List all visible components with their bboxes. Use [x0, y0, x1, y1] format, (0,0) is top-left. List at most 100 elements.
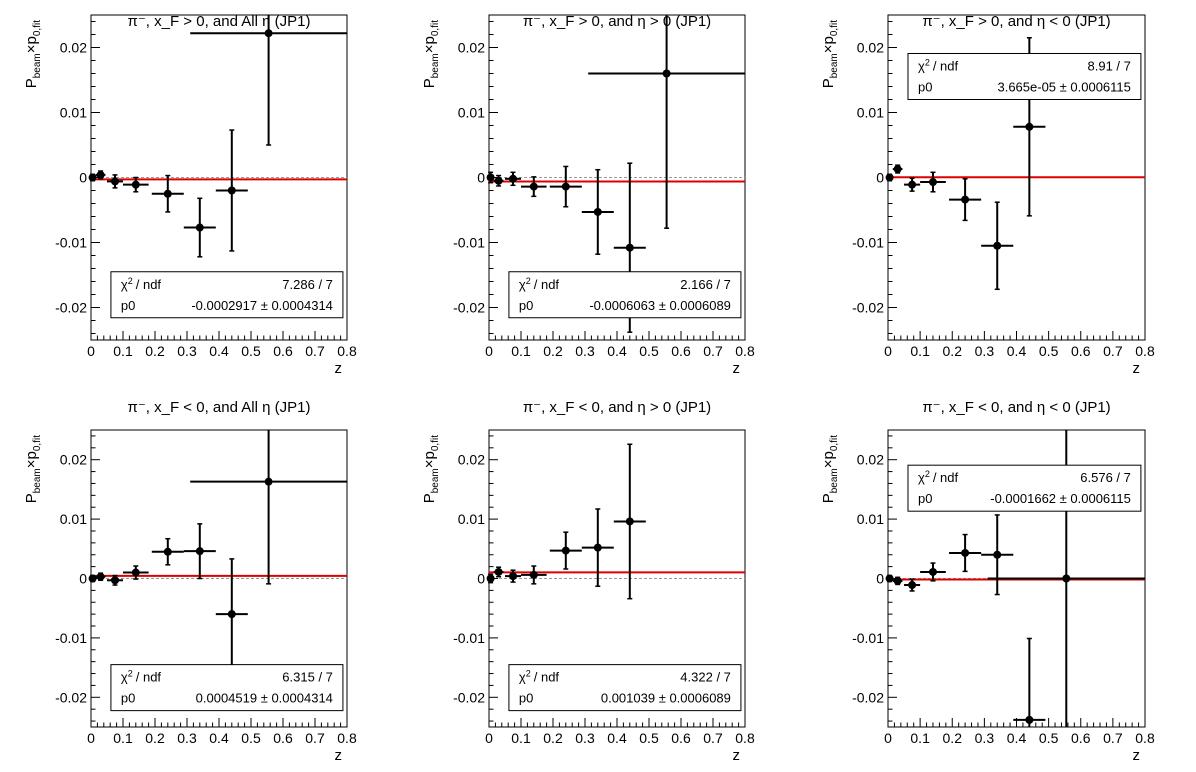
x-tick-label: 0.8 — [1135, 343, 1155, 359]
data-marker — [131, 568, 140, 577]
stats-box-frame — [907, 464, 1142, 512]
x-tick-label: 0 — [87, 343, 95, 359]
x-tick-label: 0.3 — [975, 343, 995, 359]
chi2-value: 7.286 / 7 — [282, 277, 333, 292]
y-axis-label-subscript: beam — [829, 53, 840, 78]
p0-value: 0.0004519 ± 0.0004314 — [196, 691, 333, 706]
y-axis-label-part: ×p — [820, 451, 837, 468]
y-tick-label: 0.01 — [60, 511, 87, 527]
chi2-label-text: / ndf — [933, 59, 959, 74]
data-point — [151, 174, 184, 213]
x-tick-label: 0.8 — [1135, 730, 1155, 746]
y-tick-label: 0.01 — [857, 511, 884, 527]
y-tick-label: -0.02 — [852, 300, 884, 316]
chart-panel-4: π⁻, x_F < 0, and All η (JP1) 0 0.1 0.2 0.3 0.… — [23, 399, 357, 764]
y-axis-label-subscript: beam — [32, 53, 43, 78]
data-point — [892, 576, 903, 586]
chi2-symbol: χ — [519, 670, 526, 685]
y-tick-label: 0.01 — [857, 105, 884, 121]
y-tick-label: 0 — [876, 571, 884, 587]
data-marker — [625, 517, 634, 526]
chi2-label: χ2/ ndf — [121, 669, 162, 685]
fit-stats-box: χ2/ ndf 6.576 / 7 p0 -0.0001662 ± 0.0006115 — [907, 464, 1142, 512]
y-axis-label-part: P — [820, 78, 837, 88]
x-tick-label: 0.5 — [1039, 730, 1059, 746]
chi2-symbol: χ — [519, 277, 526, 292]
y-axis-label: Pbeam×p0,fit — [23, 435, 43, 503]
chi2-symbol: χ — [121, 670, 128, 685]
data-point — [885, 574, 894, 583]
data-marker — [593, 207, 602, 216]
data-point — [107, 174, 123, 189]
y-axis-label-subscript: 0,fit — [32, 20, 43, 36]
data-marker — [163, 189, 172, 198]
chi2-label-text: / ndf — [933, 470, 959, 485]
data-marker — [227, 610, 236, 619]
x-tick-label: 0.6 — [273, 343, 293, 359]
x-tick-label: 0.1 — [511, 343, 531, 359]
data-marker — [1025, 122, 1034, 131]
p0-value: -0.0006063 ± 0.0006089 — [589, 298, 731, 313]
data-point — [588, 15, 745, 229]
data-marker — [908, 581, 917, 590]
data-marker — [1025, 715, 1034, 724]
p0-label: p0 — [121, 691, 135, 706]
y-axis-label-subscript: 0,fit — [430, 435, 441, 451]
data-point — [613, 443, 646, 600]
y-axis-label: Pbeam×p0,fit — [421, 435, 441, 503]
data-point — [904, 578, 921, 592]
data-marker — [509, 174, 517, 183]
data-marker — [893, 165, 902, 174]
chi2-label-text: / ndf — [534, 670, 560, 685]
data-point — [215, 129, 248, 252]
data-marker — [96, 170, 105, 179]
data-marker — [529, 182, 538, 191]
p0-value: 3.665e-05 ± 0.0006115 — [997, 80, 1130, 95]
data-point — [904, 177, 921, 192]
chart-title: π⁻, x_F < 0, and All η (JP1) — [128, 399, 311, 416]
x-tick-label: 0.3 — [975, 730, 995, 746]
data-point — [920, 562, 946, 582]
x-tick-label: 0.6 — [273, 730, 293, 746]
data-marker — [227, 186, 236, 195]
data-point — [981, 514, 1014, 596]
chart-title: π⁻, x_F < 0, and η < 0 (JP1) — [922, 399, 1110, 416]
chart-title: π⁻, x_F > 0, and η < 0 (JP1) — [922, 13, 1110, 30]
data-point — [521, 176, 547, 198]
data-marker — [928, 567, 937, 576]
y-axis-label-subscript: 0,fit — [829, 20, 840, 36]
fit-stats-box: χ2/ ndf 8.91 / 7 p0 3.665e-05 ± 0.0006115 — [907, 53, 1142, 100]
p0-label: p0 — [519, 691, 533, 706]
y-tick-label: 0.02 — [60, 452, 87, 468]
y-tick-label: -0.02 — [55, 300, 87, 316]
x-tick-label: 0.1 — [113, 343, 133, 359]
data-point — [885, 173, 894, 182]
chart-title: π⁻, x_F > 0, and All η (JP1) — [128, 13, 311, 30]
x-axis-label: z — [335, 747, 343, 764]
p0-label: p0 — [918, 80, 932, 95]
x-tick-label: 0.3 — [575, 343, 595, 359]
chi2-superscript: 2 — [128, 276, 133, 286]
chart-title: π⁻, x_F < 0, and η > 0 (JP1) — [523, 399, 711, 416]
data-marker — [961, 548, 970, 557]
data-marker — [195, 547, 204, 556]
chi2-superscript: 2 — [925, 469, 930, 479]
y-tick-label: 0.02 — [458, 40, 485, 56]
y-tick-label: 0.02 — [458, 452, 485, 468]
data-point — [190, 430, 347, 585]
x-tick-label: 0.7 — [1103, 730, 1123, 746]
x-tick-label: 0 — [884, 343, 892, 359]
data-point — [920, 171, 946, 193]
y-tick-label: 0.02 — [857, 452, 884, 468]
chart-panel-1: π⁻, x_F > 0, and All η (JP1) 0 0.1 0.2 0.3 0.… — [23, 13, 357, 377]
x-tick-label: 0.7 — [1103, 343, 1123, 359]
y-tick-label: 0.01 — [60, 105, 87, 121]
y-axis-label-subscript: 0,fit — [430, 20, 441, 36]
x-tick-label: 0 — [485, 343, 493, 359]
x-tick-label: 0.2 — [543, 730, 563, 746]
x-tick-label: 0.2 — [145, 343, 165, 359]
data-point — [88, 173, 97, 182]
data-marker — [88, 173, 97, 182]
p0-value: -0.0002917 ± 0.0004314 — [191, 298, 333, 313]
